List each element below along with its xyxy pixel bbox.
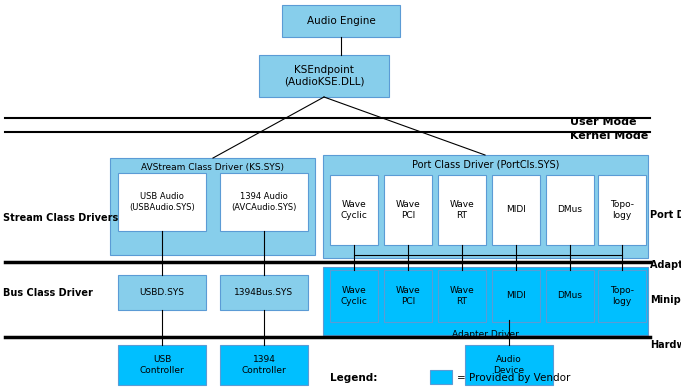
FancyBboxPatch shape: [438, 270, 486, 322]
Text: Stream Class Drivers: Stream Class Drivers: [3, 213, 118, 223]
FancyBboxPatch shape: [220, 275, 308, 310]
FancyBboxPatch shape: [492, 270, 540, 322]
FancyBboxPatch shape: [323, 155, 648, 258]
FancyBboxPatch shape: [118, 275, 206, 310]
FancyBboxPatch shape: [118, 345, 206, 385]
Text: Kernel Mode: Kernel Mode: [570, 131, 648, 141]
Text: MIDI: MIDI: [506, 292, 526, 301]
Text: DMus: DMus: [558, 292, 582, 301]
FancyBboxPatch shape: [259, 55, 389, 97]
Text: Topo-
logy: Topo- logy: [610, 200, 634, 220]
Text: 1394
Controller: 1394 Controller: [242, 355, 287, 375]
Text: User Mode: User Mode: [570, 117, 637, 127]
FancyBboxPatch shape: [546, 270, 594, 322]
FancyBboxPatch shape: [118, 173, 206, 231]
Text: Wave
PCI: Wave PCI: [396, 200, 420, 220]
FancyBboxPatch shape: [330, 270, 378, 322]
Text: Wave
Cyclic: Wave Cyclic: [340, 286, 368, 306]
FancyBboxPatch shape: [110, 158, 315, 255]
Text: Port Class Driver (PortCls.SYS): Port Class Driver (PortCls.SYS): [412, 160, 559, 170]
FancyBboxPatch shape: [323, 267, 648, 335]
Text: MIDI: MIDI: [506, 206, 526, 215]
Text: USB Audio
(USBAudio.SYS): USB Audio (USBAudio.SYS): [129, 192, 195, 212]
Text: KSEndpoint
(AudioKSE.DLL): KSEndpoint (AudioKSE.DLL): [284, 65, 364, 87]
FancyBboxPatch shape: [546, 175, 594, 245]
Text: Wave
Cyclic: Wave Cyclic: [340, 200, 368, 220]
Text: Wave
RT: Wave RT: [449, 286, 475, 306]
Text: Audio
Device: Audio Device: [494, 355, 524, 375]
Text: Adapter Driver: Adapter Driver: [452, 330, 519, 339]
FancyBboxPatch shape: [220, 345, 308, 385]
Text: 1394 Audio
(AVCAudio.SYS): 1394 Audio (AVCAudio.SYS): [232, 192, 297, 212]
Text: Legend:: Legend:: [330, 373, 377, 383]
FancyBboxPatch shape: [330, 175, 378, 245]
Text: Adapter Driver: Adapter Driver: [650, 260, 681, 270]
Text: = Provided by Vendor: = Provided by Vendor: [457, 373, 571, 383]
Text: USB
Controller: USB Controller: [140, 355, 185, 375]
FancyBboxPatch shape: [598, 175, 646, 245]
Text: Bus Class Driver: Bus Class Driver: [3, 288, 93, 298]
Text: Audio Engine: Audio Engine: [306, 16, 375, 26]
FancyBboxPatch shape: [465, 345, 553, 385]
Text: Hardware: Hardware: [650, 340, 681, 350]
Text: Wave
PCI: Wave PCI: [396, 286, 420, 306]
FancyBboxPatch shape: [384, 270, 432, 322]
Text: Miniports: Miniports: [650, 295, 681, 305]
FancyBboxPatch shape: [438, 175, 486, 245]
FancyBboxPatch shape: [282, 5, 400, 37]
Text: AVStream Class Driver (KS.SYS): AVStream Class Driver (KS.SYS): [141, 163, 284, 172]
Text: 1394Bus.SYS: 1394Bus.SYS: [234, 288, 294, 297]
Text: Wave
RT: Wave RT: [449, 200, 475, 220]
Text: DMus: DMus: [558, 206, 582, 215]
Text: Port Drivers: Port Drivers: [650, 210, 681, 220]
FancyBboxPatch shape: [430, 370, 452, 384]
FancyBboxPatch shape: [598, 270, 646, 322]
FancyBboxPatch shape: [384, 175, 432, 245]
Text: USBD.SYS: USBD.SYS: [140, 288, 185, 297]
FancyBboxPatch shape: [492, 175, 540, 245]
Text: Topo-
logy: Topo- logy: [610, 286, 634, 306]
FancyBboxPatch shape: [220, 173, 308, 231]
